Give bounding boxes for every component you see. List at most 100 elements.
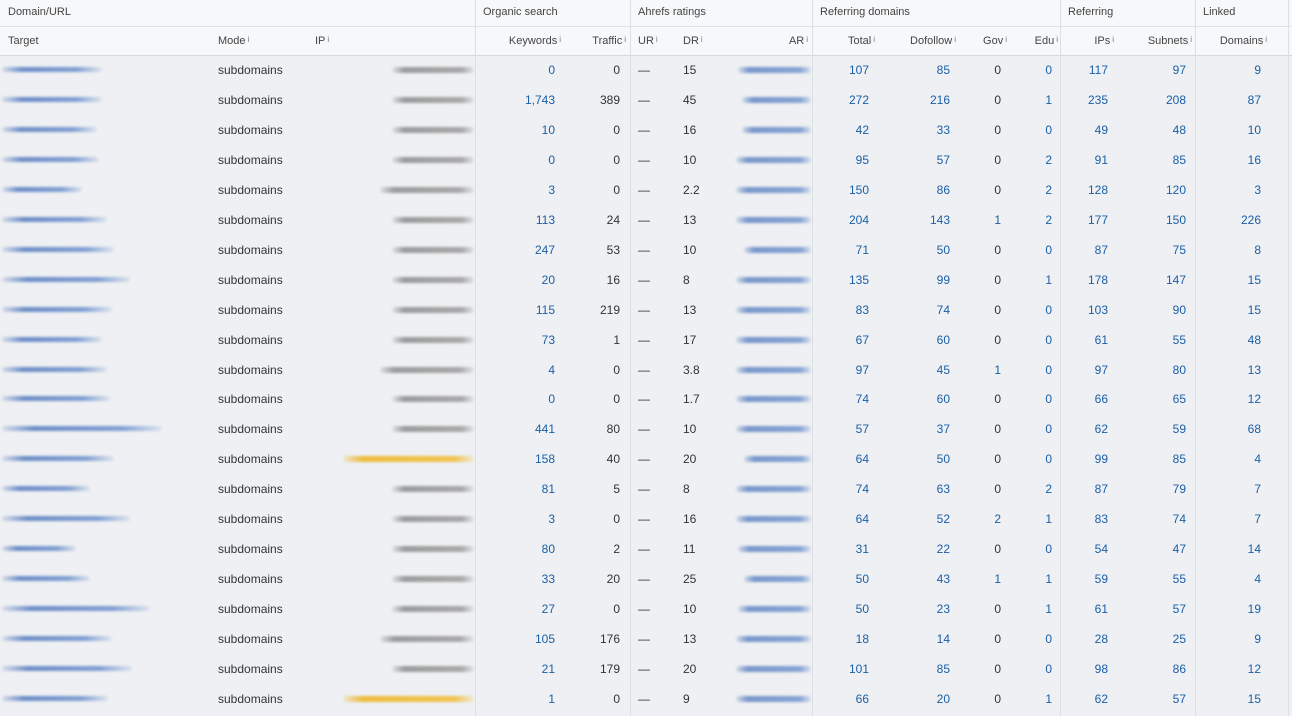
subnets-cell[interactable]: 55	[1172, 332, 1186, 347]
target-link-redacted[interactable]	[2, 186, 82, 192]
domains-cell[interactable]: 15	[1247, 272, 1261, 287]
target-link-redacted[interactable]	[2, 96, 102, 102]
edu-cell[interactable]: 1	[1045, 572, 1052, 587]
column-header-keywords[interactable]: Keywords i	[509, 27, 561, 55]
total-cell[interactable]: 50	[855, 602, 869, 617]
domains-cell[interactable]: 4	[1254, 452, 1261, 467]
total-cell[interactable]: 67	[855, 332, 869, 347]
column-header-edu[interactable]: Edu i	[1035, 27, 1058, 55]
domains-cell[interactable]: 4	[1254, 572, 1261, 587]
keywords-cell[interactable]: 115	[535, 302, 555, 317]
domains-cell[interactable]: 13	[1247, 362, 1261, 377]
total-cell[interactable]: 64	[855, 452, 869, 467]
keywords-cell[interactable]: 80	[541, 542, 555, 557]
column-header-target[interactable]: Target	[8, 27, 39, 55]
total-cell[interactable]: 66	[855, 691, 869, 706]
dofollow-cell[interactable]: 143	[929, 212, 950, 227]
dofollow-cell[interactable]: 60	[936, 332, 950, 347]
target-link-redacted[interactable]	[2, 306, 112, 312]
info-icon[interactable]: i	[806, 35, 808, 44]
column-header-gov[interactable]: Gov i	[983, 27, 1007, 55]
dofollow-cell[interactable]: 37	[936, 422, 950, 437]
info-icon[interactable]: i	[954, 35, 956, 44]
gov-cell[interactable]: 1	[994, 362, 1001, 377]
column-header-subnets[interactable]: Subnets i	[1148, 27, 1192, 55]
domains-cell[interactable]: 8	[1254, 242, 1261, 257]
dofollow-cell[interactable]: 33	[936, 122, 950, 137]
keywords-cell[interactable]: 105	[534, 632, 555, 647]
domains-cell[interactable]: 16	[1247, 152, 1261, 167]
target-link-redacted[interactable]	[2, 606, 150, 612]
keywords-cell[interactable]: 81	[541, 482, 555, 497]
domains-cell[interactable]: 14	[1247, 542, 1261, 557]
target-link-redacted[interactable]	[2, 426, 162, 432]
subnets-cell[interactable]: 90	[1172, 302, 1186, 317]
keywords-cell[interactable]: 73	[541, 332, 555, 347]
target-link-redacted[interactable]	[2, 396, 110, 402]
column-header-mode[interactable]: Mode i	[218, 27, 249, 55]
gov-cell[interactable]: 2	[994, 512, 1001, 527]
keywords-cell[interactable]: 3	[548, 182, 555, 197]
keywords-cell[interactable]: 4	[548, 362, 555, 377]
keywords-cell[interactable]: 21	[541, 662, 555, 676]
dofollow-cell[interactable]: 43	[936, 572, 950, 587]
edu-cell[interactable]: 0	[1045, 122, 1052, 137]
target-link-redacted[interactable]	[2, 276, 130, 282]
total-cell[interactable]: 135	[848, 272, 869, 287]
target-link-redacted[interactable]	[2, 486, 90, 492]
edu-cell[interactable]: 0	[1045, 632, 1052, 647]
dofollow-cell[interactable]: 85	[936, 662, 950, 676]
total-cell[interactable]: 272	[848, 92, 869, 107]
column-header-ip[interactable]: IP i	[315, 27, 329, 55]
domains-cell[interactable]: 68	[1247, 422, 1261, 437]
dofollow-cell[interactable]: 74	[936, 302, 950, 317]
subnets-cell[interactable]: 147	[1165, 272, 1186, 287]
edu-cell[interactable]: 0	[1045, 452, 1052, 467]
edu-cell[interactable]: 2	[1045, 152, 1052, 167]
dofollow-cell[interactable]: 60	[936, 392, 950, 407]
gov-cell[interactable]: 1	[994, 212, 1001, 227]
domains-cell[interactable]: 12	[1247, 392, 1261, 407]
edu-cell[interactable]: 0	[1045, 302, 1052, 317]
domains-cell[interactable]: 9	[1254, 63, 1261, 77]
ips-cell[interactable]: 66	[1094, 392, 1108, 407]
total-cell[interactable]: 50	[855, 572, 869, 587]
total-cell[interactable]: 74	[855, 482, 869, 497]
info-icon[interactable]: i	[1112, 35, 1114, 44]
target-link-redacted[interactable]	[2, 67, 102, 72]
edu-cell[interactable]: 0	[1045, 242, 1052, 257]
column-header-total[interactable]: Total i	[848, 27, 875, 55]
subnets-cell[interactable]: 85	[1172, 152, 1186, 167]
subnets-cell[interactable]: 25	[1172, 632, 1186, 647]
column-header-dr[interactable]: DR i	[683, 27, 703, 55]
total-cell[interactable]: 97	[855, 362, 869, 377]
info-icon[interactable]: i	[1056, 35, 1058, 44]
edu-cell[interactable]: 0	[1045, 422, 1052, 437]
dofollow-cell[interactable]: 23	[936, 602, 950, 617]
total-cell[interactable]: 101	[848, 662, 869, 676]
info-icon[interactable]: i	[247, 35, 250, 44]
ips-cell[interactable]: 62	[1094, 691, 1108, 706]
target-link-redacted[interactable]	[2, 126, 97, 132]
domains-cell[interactable]: 7	[1254, 482, 1261, 497]
column-header-dofollow[interactable]: Dofollow i	[910, 27, 956, 55]
subnets-cell[interactable]: 65	[1172, 392, 1186, 407]
keywords-cell[interactable]: 27	[541, 602, 555, 617]
subnets-cell[interactable]: 74	[1172, 512, 1186, 527]
keywords-cell[interactable]: 441	[534, 422, 555, 437]
domains-cell[interactable]: 10	[1247, 122, 1261, 137]
keywords-cell[interactable]: 33	[541, 572, 555, 587]
total-cell[interactable]: 71	[855, 242, 869, 257]
ips-cell[interactable]: 62	[1094, 422, 1108, 437]
info-icon[interactable]: i	[1005, 35, 1007, 44]
total-cell[interactable]: 18	[855, 632, 869, 647]
dofollow-cell[interactable]: 20	[936, 691, 950, 706]
subnets-cell[interactable]: 80	[1172, 362, 1186, 377]
ips-cell[interactable]: 178	[1087, 272, 1108, 287]
column-header-ar[interactable]: AR i	[789, 27, 808, 55]
info-icon[interactable]: i	[1265, 35, 1267, 44]
subnets-cell[interactable]: 55	[1172, 572, 1186, 587]
target-link-redacted[interactable]	[2, 366, 107, 372]
subnets-cell[interactable]: 85	[1172, 452, 1186, 467]
ips-cell[interactable]: 91	[1094, 152, 1108, 167]
